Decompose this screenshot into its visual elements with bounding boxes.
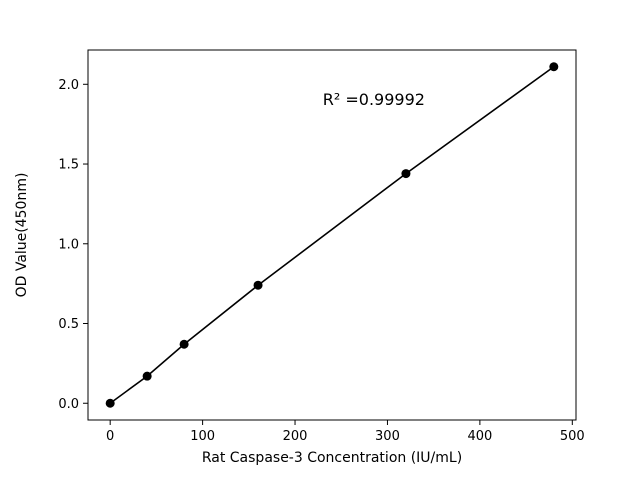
- data-point-marker: [549, 62, 559, 72]
- data-point-marker: [105, 398, 115, 408]
- y-tick-label: 2.0: [58, 78, 79, 93]
- y-axis-label: OD Value(450nm): [14, 173, 30, 298]
- y-tick-label: 1.5: [58, 158, 79, 173]
- x-tick-label: 0: [106, 429, 114, 444]
- data-point-marker: [253, 280, 263, 290]
- y-tick-label: 0.5: [58, 317, 79, 332]
- r-squared-annotation: R² =0.99992: [323, 90, 425, 109]
- plot-frame: [87, 49, 577, 421]
- x-tick-label: 500: [560, 429, 585, 444]
- x-axis-label: Rat Caspase-3 Concentration (IU/mL): [202, 450, 462, 466]
- data-point-marker: [401, 169, 411, 179]
- x-tick-label: 300: [375, 429, 400, 444]
- y-tick-label: 0.0: [58, 397, 79, 412]
- x-tick-label: 100: [190, 429, 215, 444]
- curve-line: [109, 66, 555, 404]
- y-tick-label: 1.0: [58, 237, 79, 252]
- data-point-marker: [142, 371, 152, 381]
- x-tick-label: 400: [467, 429, 492, 444]
- x-tick-label: 200: [283, 429, 308, 444]
- data-point-marker: [179, 339, 189, 349]
